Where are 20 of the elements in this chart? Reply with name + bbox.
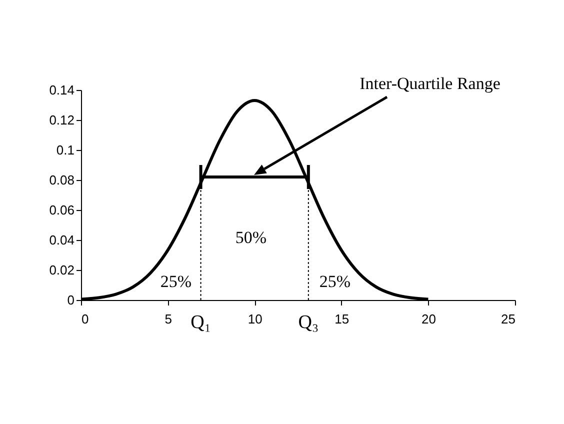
y-tick-label: 0.08 xyxy=(49,172,74,188)
x-tick-label: 15 xyxy=(334,312,350,326)
series-label: Q₁ xyxy=(190,312,211,333)
series-label: Q₃ xyxy=(298,312,319,333)
x-tick-label: 5 xyxy=(164,312,172,326)
y-tick-label: 0.02 xyxy=(49,262,74,278)
y-tick-label: 0.04 xyxy=(49,232,74,248)
annotation: 50% xyxy=(235,228,267,247)
y-tick-label: 0.1 xyxy=(56,142,74,158)
y-tick-label: 0.12 xyxy=(49,112,74,128)
y-tick-label: 0.14 xyxy=(49,82,74,98)
y-tick-label: 0 xyxy=(67,292,74,308)
x-tick-label: 20 xyxy=(421,312,436,326)
x-tick-label: 0 xyxy=(82,312,89,326)
x-tick-label: 10 xyxy=(248,312,262,326)
annotation: 25% xyxy=(319,272,351,291)
annotation: 25% xyxy=(160,272,192,291)
y-tick-label: 0.06 xyxy=(49,202,74,218)
x-tick-label: 25 xyxy=(501,312,516,326)
annotation: Inter-Quartile Range xyxy=(360,74,500,93)
